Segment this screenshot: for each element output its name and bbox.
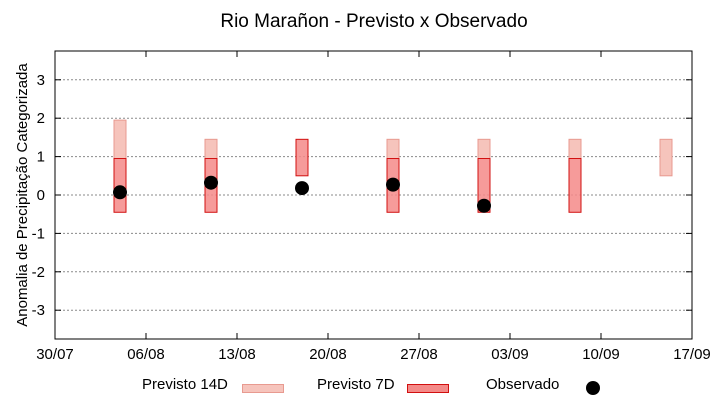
chart-title: Rio Marañon - Previsto x Observado	[220, 11, 527, 32]
legend-label-previsto-7d: Previsto 7D	[317, 376, 395, 393]
y-tick-label: 0	[37, 187, 45, 204]
bar-previsto-14d	[113, 119, 127, 160]
point-observado	[113, 185, 127, 200]
legend-label-observado: Observado	[486, 376, 560, 393]
legend: Previsto 14D Previsto 7D Observado	[0, 376, 720, 400]
legend-marker-observado	[586, 381, 600, 395]
bar-previsto-14d	[386, 138, 400, 160]
x-tick-label: 06/08	[127, 346, 165, 363]
point-observado	[295, 181, 309, 196]
x-tick-label: 17/09	[673, 346, 711, 363]
bar-previsto-7d	[295, 138, 309, 177]
bar-previsto-14d	[659, 138, 673, 177]
bar-previsto-14d	[204, 138, 218, 160]
x-tick-label: 03/09	[491, 346, 529, 363]
x-tick-label: 20/08	[309, 346, 347, 363]
legend-label-previsto-14d: Previsto 14D	[142, 376, 228, 393]
y-tick-label: 2	[37, 110, 45, 127]
y-tick-label: 3	[37, 72, 45, 89]
bar-previsto-7d	[568, 158, 582, 213]
plot-area	[54, 50, 693, 340]
x-tick-label: 10/09	[582, 346, 620, 363]
point-observado	[477, 198, 491, 213]
legend-swatch-previsto-14d	[242, 384, 284, 393]
y-tick-label: -1	[32, 225, 45, 242]
y-tick-label: -3	[32, 302, 45, 319]
bar-previsto-14d	[568, 138, 582, 160]
y-tick-label: 1	[37, 149, 45, 166]
bar-previsto-14d	[477, 138, 491, 160]
y-tick-label: -2	[32, 264, 45, 281]
x-tick-label: 27/08	[400, 346, 438, 363]
point-observado	[204, 175, 218, 190]
x-tick-label: 13/08	[218, 346, 256, 363]
legend-swatch-previsto-7d	[407, 384, 449, 393]
y-axis-label: Anomalia de Precipitação Categorizada	[14, 63, 31, 327]
point-observado	[386, 177, 400, 192]
x-tick-label: 30/07	[36, 346, 74, 363]
